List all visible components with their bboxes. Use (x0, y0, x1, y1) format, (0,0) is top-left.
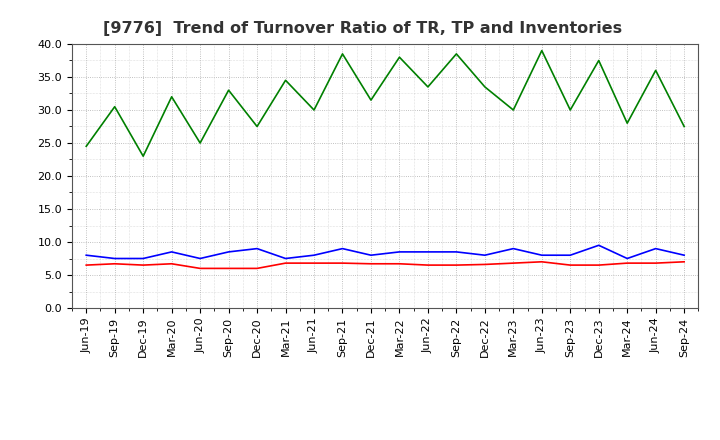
Trade Receivables (652, 260, 660, 266)
Line: Trade Receivables: Trade Receivables (86, 262, 684, 268)
Trade Receivables (680, 259, 688, 264)
Trade Receivables (196, 266, 204, 271)
Inventories (395, 55, 404, 60)
Inventories (253, 124, 261, 129)
Inventories (652, 68, 660, 73)
Trade Receivables (537, 259, 546, 264)
Inventories (480, 84, 489, 90)
Trade Payables (110, 256, 119, 261)
Trade Payables (139, 256, 148, 261)
Trade Payables (623, 256, 631, 261)
Inventories (139, 154, 148, 159)
Trade Receivables (82, 262, 91, 268)
Trade Receivables (366, 261, 375, 266)
Text: [9776]  Trend of Turnover Ratio of TR, TP and Inventories: [9776] Trend of Turnover Ratio of TR, TP… (104, 21, 623, 36)
Trade Payables (282, 256, 290, 261)
Trade Receivables (452, 262, 461, 268)
Inventories (452, 51, 461, 56)
Inventories (680, 124, 688, 129)
Trade Receivables (595, 262, 603, 268)
Trade Receivables (423, 262, 432, 268)
Inventories (338, 51, 347, 56)
Inventories (167, 94, 176, 99)
Inventories (423, 84, 432, 90)
Inventories (623, 121, 631, 126)
Line: Inventories: Inventories (86, 51, 684, 156)
Trade Payables (680, 253, 688, 258)
Trade Payables (253, 246, 261, 251)
Inventories (566, 107, 575, 113)
Inventories (82, 143, 91, 149)
Trade Payables (310, 253, 318, 258)
Trade Receivables (395, 261, 404, 266)
Inventories (595, 58, 603, 63)
Line: Trade Payables: Trade Payables (86, 246, 684, 259)
Inventories (366, 97, 375, 103)
Inventories (537, 48, 546, 53)
Trade Receivables (566, 262, 575, 268)
Trade Receivables (310, 260, 318, 266)
Trade Receivables (480, 262, 489, 267)
Trade Receivables (225, 266, 233, 271)
Trade Payables (652, 246, 660, 251)
Trade Receivables (282, 260, 290, 266)
Trade Payables (338, 246, 347, 251)
Trade Receivables (167, 261, 176, 266)
Trade Payables (509, 246, 518, 251)
Trade Payables (480, 253, 489, 258)
Inventories (509, 107, 518, 113)
Inventories (110, 104, 119, 109)
Inventories (310, 107, 318, 113)
Trade Payables (82, 253, 91, 258)
Trade Payables (167, 249, 176, 254)
Inventories (225, 88, 233, 93)
Trade Receivables (338, 260, 347, 266)
Trade Payables (595, 243, 603, 248)
Trade Payables (225, 249, 233, 254)
Trade Receivables (509, 260, 518, 266)
Trade Payables (452, 249, 461, 254)
Trade Payables (537, 253, 546, 258)
Trade Payables (423, 249, 432, 254)
Trade Payables (366, 253, 375, 258)
Trade Payables (566, 253, 575, 258)
Inventories (196, 140, 204, 146)
Trade Receivables (110, 261, 119, 266)
Trade Receivables (253, 266, 261, 271)
Trade Receivables (139, 262, 148, 268)
Trade Receivables (623, 260, 631, 266)
Inventories (282, 77, 290, 83)
Trade Payables (395, 249, 404, 254)
Trade Payables (196, 256, 204, 261)
